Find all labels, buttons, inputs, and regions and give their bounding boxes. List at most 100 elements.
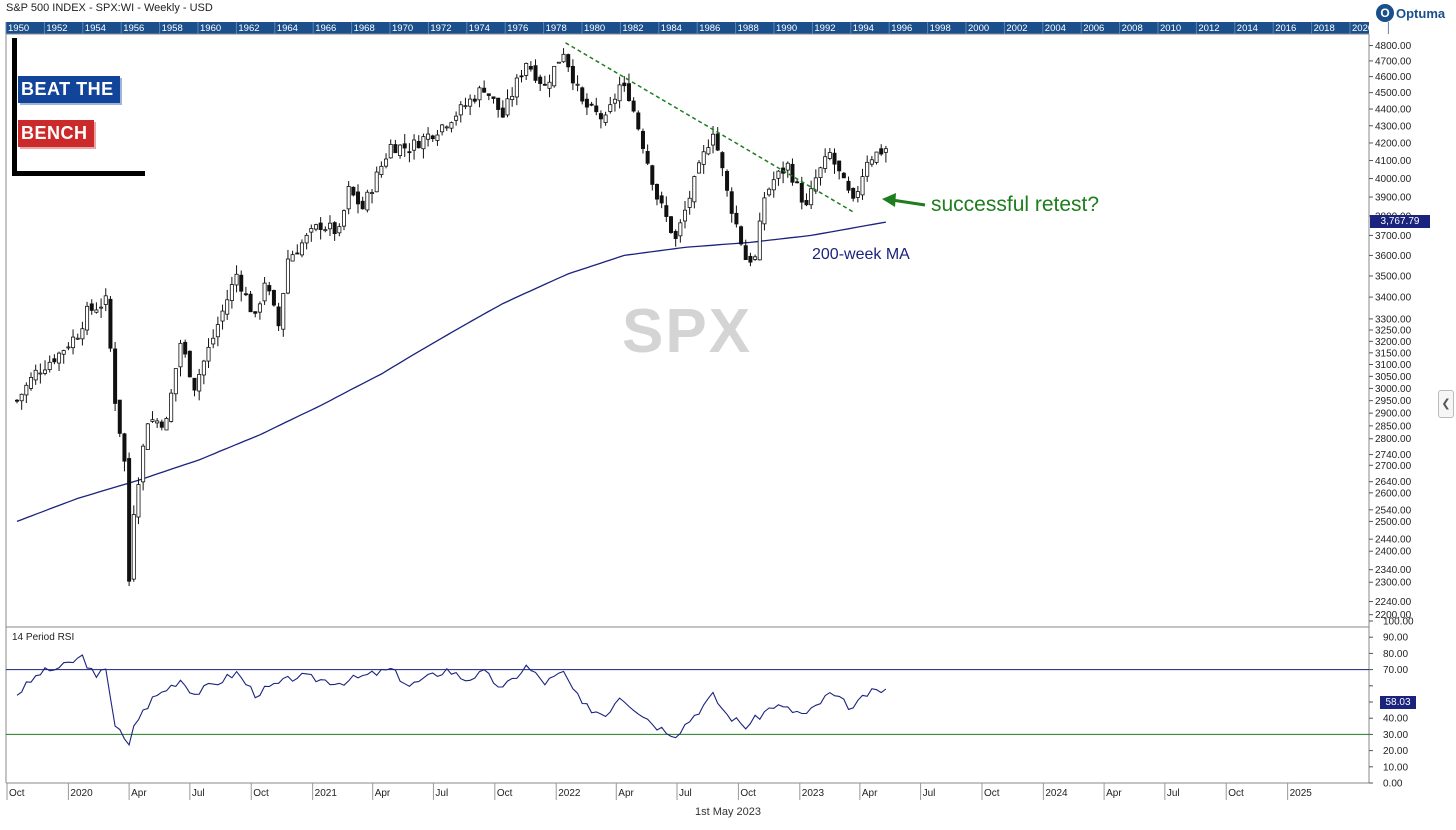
logo-bar-vertical [12,38,17,176]
candle [215,316,220,347]
year-strip-label: 2010 [1160,23,1181,34]
brand-logo-icon: O [1376,4,1394,22]
candle [827,148,832,161]
candle [379,161,384,178]
rsi-tick-label: 80.00 [1383,649,1408,660]
price-tick-label: 3250.00 [1375,326,1412,337]
year-strip-label: 1986 [699,23,720,34]
year-strip-label: 1972 [430,23,451,34]
price-tick-label: 2800.00 [1375,434,1412,445]
price-tick-label: 3000.00 [1375,384,1412,395]
year-strip-label: 2002 [1006,23,1027,34]
candle [762,192,767,231]
candle [356,184,361,214]
rsi-levels [6,669,1369,735]
ma-line [16,221,887,523]
candle [748,252,753,267]
price-tick-label: 3100.00 [1375,360,1412,371]
ma-series [16,221,887,523]
candle [145,422,150,450]
last-price-badge: 3,767.79 [1370,215,1430,228]
year-strip-label: 1996 [891,23,912,34]
price-tick-label: 2200.00 [1375,610,1412,621]
candle [435,129,440,146]
price-tick-label: 2740.00 [1375,450,1412,461]
candle [505,89,510,118]
chart-title: S&P 500 INDEX - SPX:WI - Weekly - USD [6,2,213,14]
candle [57,351,62,371]
candle [757,212,762,261]
logo-bar-horizontal [12,171,145,176]
candle [739,225,744,246]
candle [701,145,706,174]
candle [851,187,856,202]
year-strip-label: 1998 [930,23,951,34]
candle [519,70,524,83]
year-strip-label: 1956 [123,23,144,34]
candle [603,111,608,126]
collapse-panel-button[interactable]: ❮ [1438,390,1454,418]
candle [785,161,790,178]
year-strip-label: 1964 [277,23,298,34]
candle [444,125,449,131]
year-strip-label: 2020 [1352,23,1373,34]
time-tick-label: Oct [253,788,269,799]
price-tick-label: 4800.00 [1375,41,1412,52]
year-strip-label: 2008 [1122,23,1143,34]
candle [155,418,160,428]
year-strip-label: 1952 [46,23,67,34]
candle [113,341,118,412]
candle [659,191,664,209]
brand-name: Optuma [1396,5,1446,21]
year-strip-label: 1962 [238,23,259,34]
rsi-series [16,654,887,747]
candle [865,155,870,182]
candle [164,416,169,431]
candle [43,360,48,376]
candle [528,61,533,72]
candle [841,171,846,179]
year-strip: 1950 1952 1954 1956 1958 1960 1962 1964 1966 1968… [5,22,1412,34]
time-axis: Oct 2020 Apr Jul Oct 2021 Apr Jul Oct 2022 Apr Jul O… [6,783,1312,800]
candle [496,97,501,118]
candle [463,97,468,110]
candle [790,158,795,186]
candle [650,164,655,191]
candle [243,286,248,297]
candle [15,399,20,404]
candle [837,160,842,180]
candle [304,233,309,250]
candle [500,100,505,118]
candle [295,244,300,255]
candle [253,311,258,318]
candle [482,80,487,93]
price-tick-label: 4400.00 [1375,105,1412,116]
time-tick-label: 2020 [70,788,93,799]
rsi-tick-label: 70.00 [1383,665,1408,676]
candle [612,93,617,112]
price-tick-label: 2340.00 [1375,565,1412,576]
candle [524,62,529,80]
candle [313,223,318,232]
time-tick-label: 2021 [315,788,338,799]
candle [370,189,375,204]
time-tick-label: Oct [984,788,1000,799]
candle [309,224,314,242]
candle [538,74,543,91]
candle [365,189,370,213]
candle [337,223,342,237]
candle [393,139,398,154]
year-strip-label: 1968 [354,23,375,34]
year-strip-label: 1966 [315,23,336,34]
candle [668,215,673,234]
year-strip-label: 2022 [1390,23,1411,34]
price-tick-label: 2400.00 [1375,547,1412,558]
price-tick-label: 2900.00 [1375,409,1412,420]
annotation-ma: 200-week MA [812,246,910,263]
time-tick-label: Oct [1228,788,1244,799]
year-strip-label: 1984 [661,23,682,34]
price-tick-label: 2640.00 [1375,477,1412,488]
candle [598,110,603,129]
time-tick-label: Jul [923,788,936,799]
